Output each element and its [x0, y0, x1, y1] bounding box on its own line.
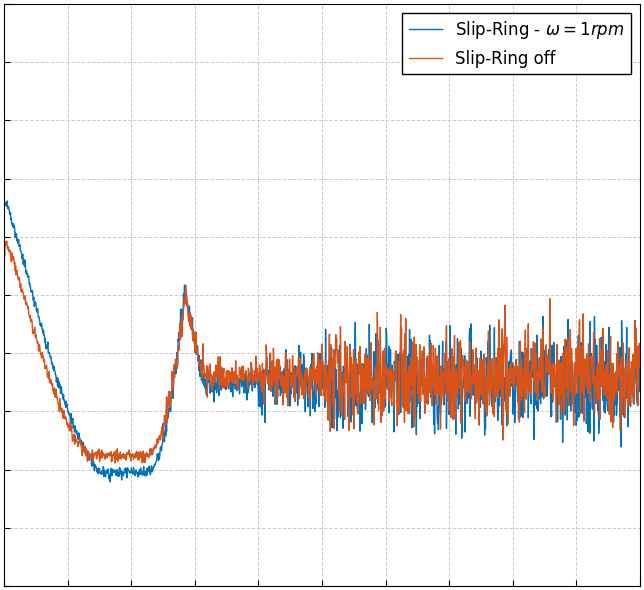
Slip-Ring - $\omega = 1rpm$	[296, 365, 303, 372]
Slip-Ring off	[271, 365, 279, 372]
Slip-Ring off	[0, 245, 8, 253]
Legend: Slip-Ring - $\omega = 1rpm$, Slip-Ring off: Slip-Ring - $\omega = 1rpm$, Slip-Ring o…	[402, 12, 632, 74]
Slip-Ring - $\omega = 1rpm$	[3, 198, 11, 205]
Slip-Ring - $\omega = 1rpm$	[636, 384, 644, 391]
Slip-Ring off	[284, 402, 292, 409]
Slip-Ring off	[363, 371, 370, 378]
Slip-Ring - $\omega = 1rpm$	[76, 434, 84, 441]
Slip-Ring off	[636, 363, 644, 371]
Slip-Ring - $\omega = 1rpm$	[106, 478, 114, 486]
Slip-Ring - $\omega = 1rpm$	[271, 363, 279, 371]
Slip-Ring off	[76, 435, 84, 442]
Line: Slip-Ring off: Slip-Ring off	[4, 241, 640, 463]
Slip-Ring - $\omega = 1rpm$	[363, 373, 370, 381]
Slip-Ring - $\omega = 1rpm$	[284, 381, 292, 388]
Slip-Ring off	[50, 390, 58, 397]
Slip-Ring off	[296, 395, 303, 402]
Slip-Ring - $\omega = 1rpm$	[0, 204, 8, 211]
Slip-Ring off	[3, 237, 10, 244]
Line: Slip-Ring - $\omega = 1rpm$: Slip-Ring - $\omega = 1rpm$	[4, 201, 640, 482]
Slip-Ring off	[111, 460, 118, 467]
Slip-Ring - $\omega = 1rpm$	[50, 367, 58, 374]
